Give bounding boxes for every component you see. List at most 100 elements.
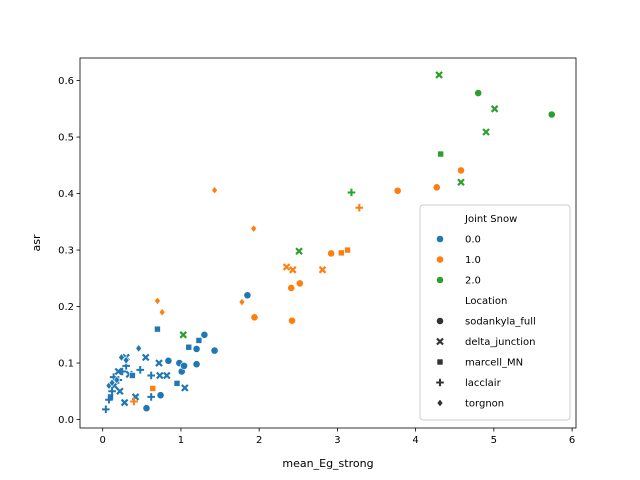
data-point: [108, 378, 116, 388]
legend-hue-label: 0.0: [465, 235, 481, 246]
data-point: [318, 266, 327, 274]
data-point: [147, 371, 155, 380]
legend-style-title: Location: [465, 296, 507, 307]
x-tick-label: 0: [100, 435, 106, 446]
x-tick-label: 4: [412, 435, 418, 446]
legend-hue-marker: [436, 255, 444, 264]
data-point: [149, 385, 157, 392]
legend-hue-label: 1.0: [465, 255, 481, 266]
data-point: [154, 296, 161, 306]
data-point: [163, 371, 171, 380]
data-point: [179, 331, 188, 339]
y-tick-label: 0.3: [58, 246, 74, 257]
legend-style-marker: [436, 317, 444, 325]
data-point: [288, 316, 296, 325]
data-point: [154, 325, 161, 333]
data-point: [355, 203, 364, 212]
data-point: [155, 359, 163, 367]
data-point: [347, 188, 356, 197]
legend: Joint Snow 0.0 1.0 2.0 Location sodankyla_ful…: [419, 204, 571, 421]
data-point: [135, 344, 143, 353]
data-point: [173, 380, 181, 387]
legend-hue-marker: [436, 276, 444, 284]
data-point: [210, 346, 219, 355]
y-tick-label: 0.5: [58, 133, 74, 144]
legend-style-marker: [436, 378, 444, 387]
data-point: [238, 297, 246, 307]
data-point: [344, 246, 351, 254]
y-tick-label: 0.2: [58, 302, 74, 313]
data-point: [129, 372, 136, 379]
data-point: [337, 249, 345, 257]
x-tick-label: 3: [334, 435, 340, 446]
data-point: [105, 395, 113, 404]
x-tick-label: 2: [256, 435, 262, 446]
data-point: [195, 337, 203, 344]
legend-style-label: sodankyla_full: [465, 317, 536, 328]
data-point: [108, 387, 116, 396]
data-point: [457, 166, 465, 175]
legend-style-marker: [436, 337, 444, 346]
data-point: [158, 307, 166, 317]
y-tick-label: 0.1: [58, 359, 74, 370]
data-point: [435, 71, 443, 79]
data-point: [482, 128, 490, 136]
legend-hue-marker: [436, 235, 444, 243]
data-point: [120, 398, 129, 407]
data-point: [474, 89, 483, 97]
data-point: [282, 263, 291, 271]
data-point: [185, 343, 193, 351]
data-point: [181, 384, 189, 392]
data-point: [547, 110, 556, 119]
data-point: [490, 105, 499, 113]
data-point: [287, 284, 296, 292]
data-point: [192, 345, 201, 353]
data-point: [122, 355, 130, 365]
y-tick-label: 0.4: [58, 189, 74, 200]
data-point: [243, 291, 252, 300]
x-tick-label: 6: [569, 435, 575, 446]
data-point: [114, 367, 123, 376]
data-point: [142, 404, 151, 413]
data-point: [211, 185, 218, 195]
data-point: [118, 367, 127, 376]
legend-style-label: torgnon: [465, 399, 504, 410]
data-point: [393, 186, 402, 195]
data-point: [457, 178, 465, 187]
legend-box: [419, 204, 571, 421]
data-point: [250, 224, 258, 233]
data-point: [295, 247, 303, 255]
data-point: [432, 183, 441, 192]
x-tick-label: 5: [491, 435, 497, 446]
data-point: [136, 366, 145, 374]
legend-style-marker: [436, 398, 444, 408]
legend-style-marker: [436, 358, 444, 366]
x-axis: 0 1 2 3 4 5 6: [100, 428, 575, 446]
axes-frame: [79, 57, 577, 429]
data-point: [327, 249, 336, 258]
data-point: [164, 356, 173, 365]
data-point: [156, 391, 165, 400]
y-axis: 0.0 0.1 0.2 0.3 0.4 0.5 0.6: [58, 76, 80, 426]
data-point: [192, 360, 201, 369]
data-point: [118, 353, 125, 362]
data-point: [250, 313, 259, 322]
y-tick-label: 0.0: [58, 415, 74, 426]
x-axis-label: mean_Eg_strong: [282, 457, 373, 470]
data-point: [147, 393, 155, 401]
points-layer: [102, 71, 556, 414]
data-point: [141, 353, 150, 362]
y-axis-label: asr: [30, 234, 43, 251]
data-point: [113, 375, 121, 385]
legend-style-label: marcell_MN: [465, 358, 523, 369]
legend-style-label: delta_junction: [465, 337, 535, 348]
data-point: [130, 397, 138, 406]
legend-style-label: lacclair: [465, 378, 502, 389]
legend-hue-label: 2.0: [465, 276, 481, 287]
data-point: [289, 266, 297, 274]
legend-hue-title: Joint Snow: [464, 214, 517, 225]
data-point: [180, 361, 188, 370]
x-tick-label: 1: [178, 435, 184, 446]
data-point: [200, 330, 209, 339]
